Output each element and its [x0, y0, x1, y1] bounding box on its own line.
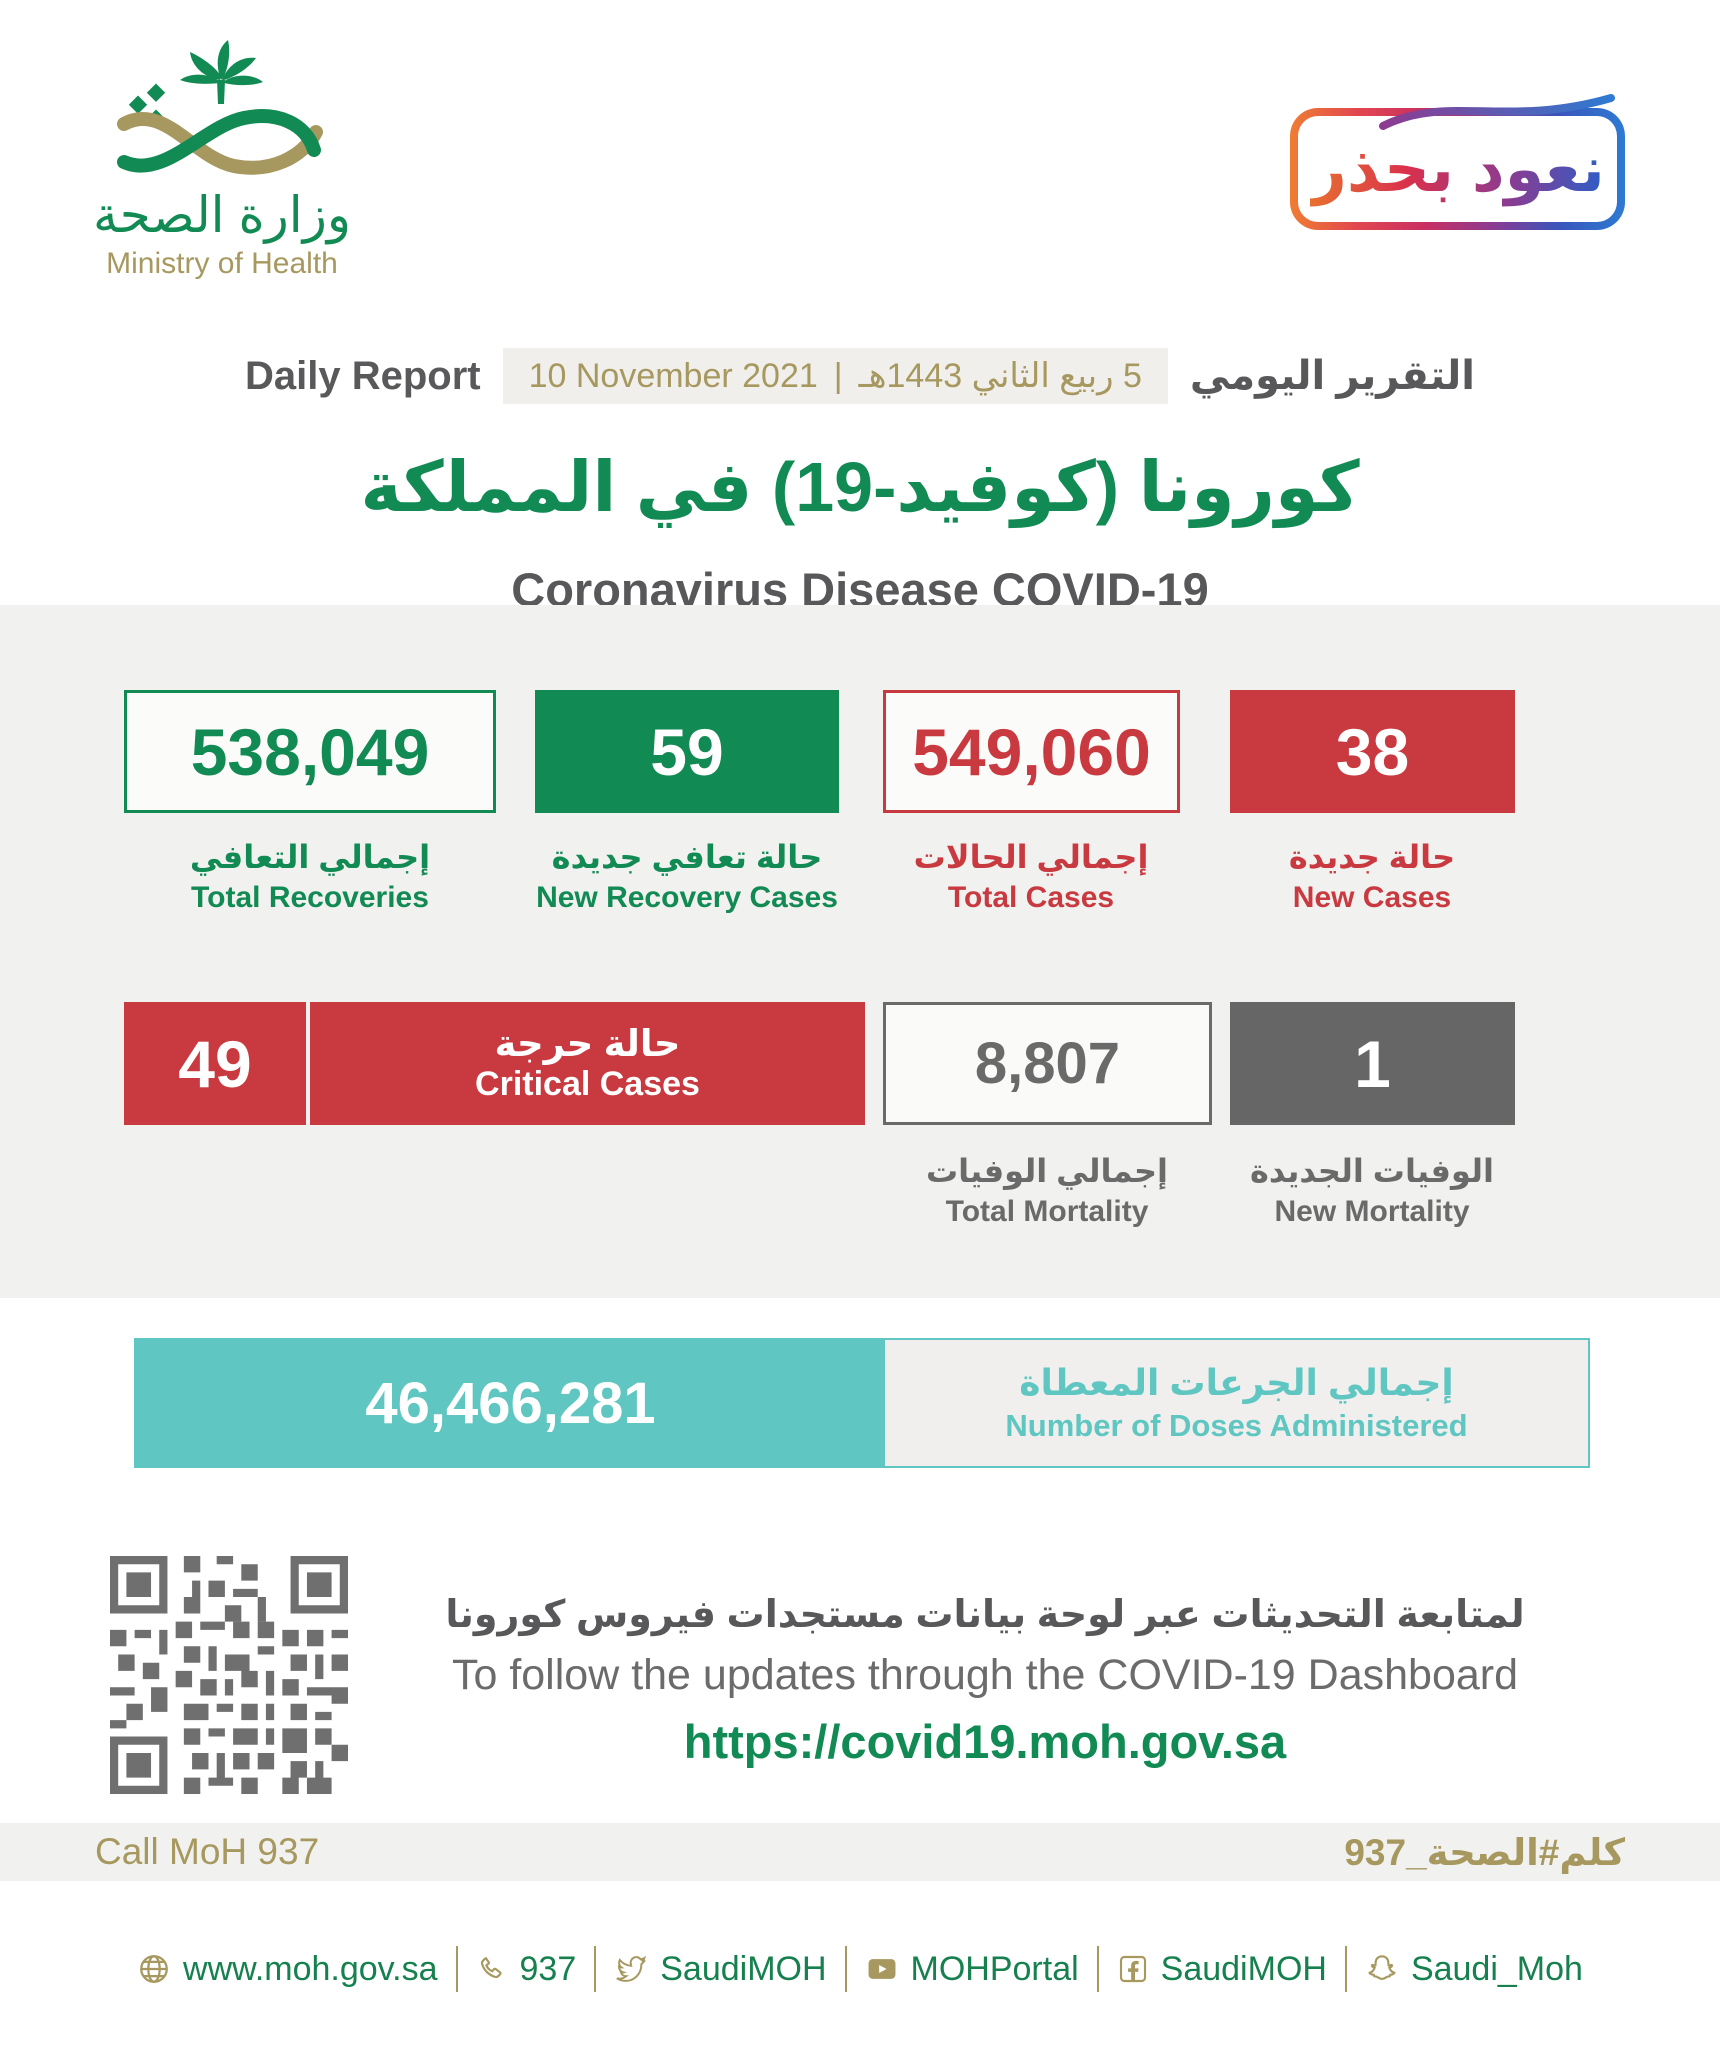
- total-cases-label: إجمالي الحالات Total Cases: [811, 838, 1251, 915]
- new-mortality-card: 1: [1230, 1002, 1515, 1125]
- dashboard-note-arabic: لمتابعة التحديثات عبر لوحة بيانات مستجدا…: [445, 1594, 1525, 1636]
- footer-item-facebook[interactable]: SaudiMOH: [1099, 1950, 1345, 1989]
- label-arabic: إجمالي الحالات: [913, 839, 1149, 875]
- report-header: Daily Report 10 November 2021 | 5 ربيع ا…: [0, 348, 1720, 404]
- total-recoveries-value: 538,049: [190, 714, 430, 789]
- label-arabic: حالة حرجة: [494, 1022, 681, 1064]
- footer-item-website[interactable]: www.moh.gov.sa: [119, 1950, 455, 1989]
- badge-text: نعود بحذر: [1310, 132, 1605, 205]
- moh-logo: وزارة الصحة Ministry of Health: [62, 36, 382, 281]
- footer-item-label: SaudiMOH: [1160, 1949, 1327, 1988]
- badge-gradient-border: نعود بحذر: [1290, 108, 1625, 230]
- label-english: Total Cases: [947, 881, 1115, 914]
- footer-item-phone[interactable]: 937: [458, 1950, 595, 1989]
- new-cases-card: 38: [1230, 690, 1515, 813]
- new-cases-value: 38: [1335, 714, 1410, 789]
- call-moh-band: Call MoH 937 كلم#الصحة_937: [0, 1823, 1720, 1881]
- footer-item-snapchat[interactable]: Saudi_Moh: [1347, 1950, 1601, 1989]
- total-recoveries-label: إجمالي التعافي Total Recoveries: [90, 838, 530, 915]
- report-date-box: 10 November 2021 | 5 ربيع الثاني 1443هـ: [502, 348, 1168, 404]
- total-cases-card: 549,060: [883, 690, 1180, 813]
- footer-divider: [1096, 1946, 1099, 1992]
- daily-report-english: Daily Report: [244, 353, 481, 398]
- twitter-icon: [616, 1955, 647, 1982]
- new-recoveries-label: حالة تعافي جديدة New Recovery Cases: [467, 838, 907, 915]
- date-separator: |: [833, 356, 843, 395]
- footer-item-twitter[interactable]: SaudiMOH: [596, 1950, 844, 1989]
- new-cases-label: حالة جديدة New Cases: [1152, 838, 1592, 915]
- label-english: New Recovery Cases: [536, 881, 838, 914]
- moh-name-english: Ministry of Health: [106, 247, 338, 280]
- phone-icon: [480, 1956, 502, 1979]
- label-english: Number of Doses Administered: [1005, 1408, 1468, 1444]
- label-arabic: حالة تعافي جديدة: [551, 839, 823, 875]
- daily-report-arabic: التقرير اليومي: [1189, 354, 1476, 398]
- label-arabic: إجمالي التعافي: [189, 839, 431, 875]
- footer-social-row: www.moh.gov.sa 937 SaudiMOH MOHPortal: [0, 1946, 1720, 1992]
- footer-divider: [1344, 1946, 1347, 1992]
- critical-cases-value: 49: [124, 1002, 310, 1125]
- total-recoveries-card: 538,049: [124, 690, 496, 813]
- label-english: Total Recoveries: [191, 881, 429, 914]
- footer-item-label: www.moh.gov.sa: [183, 1949, 438, 1988]
- footer-item-label: Saudi_Moh: [1410, 1949, 1583, 1988]
- label-english: Critical Cases: [475, 1065, 700, 1104]
- dashboard-qr-code: [110, 1556, 348, 1794]
- youtube-icon: [868, 1959, 895, 1979]
- badge-swoosh-icon: [1379, 94, 1615, 130]
- footer-item-label: 937: [519, 1949, 577, 1988]
- critical-cases-label: حالة حرجة Critical Cases: [310, 1002, 865, 1125]
- label-english: New Cases: [1292, 881, 1452, 914]
- call-moh-english: Call MoH 937: [95, 1831, 320, 1872]
- new-recoveries-card: 59: [535, 690, 839, 813]
- footer-item-label: SaudiMOH: [660, 1949, 827, 1988]
- moh-logo-icon: [117, 40, 323, 175]
- label-arabic: الوفيات الجديدة: [1249, 1153, 1495, 1189]
- facebook-icon: [1119, 1955, 1146, 1983]
- footer-divider: [844, 1946, 847, 1992]
- date-gregorian: 10 November 2021: [528, 356, 818, 395]
- footer-divider: [455, 1946, 458, 1992]
- dashboard-note: لمتابعة التحديثات عبر لوحة بيانات مستجدا…: [370, 1592, 1600, 1769]
- doses-administered-bar: 46,466,281 إجمالي الجرعات المعطاة Number…: [134, 1338, 1590, 1468]
- doses-label: إجمالي الجرعات المعطاة Number of Doses A…: [885, 1340, 1588, 1466]
- moh-name-arabic: وزارة الصحة: [93, 187, 351, 243]
- label-english: New Mortality: [1274, 1195, 1470, 1228]
- globe-icon: [140, 1955, 168, 1983]
- total-mortality-value: 8,807: [974, 1031, 1121, 1096]
- footer-item-youtube[interactable]: MOHPortal: [847, 1950, 1097, 1989]
- critical-cases-card: 49 حالة حرجة Critical Cases: [124, 1002, 865, 1125]
- total-mortality-label: إجمالي الوفيات Total Mortality: [827, 1152, 1267, 1229]
- label-arabic: حالة جديدة: [1288, 839, 1456, 875]
- label-arabic: إجمالي الوفيات: [925, 1153, 1168, 1189]
- dashboard-url-link[interactable]: https://covid19.moh.gov.sa: [683, 1715, 1287, 1768]
- label-arabic: إجمالي الجرعات المعطاة: [1019, 1361, 1454, 1403]
- footer-item-label: MOHPortal: [910, 1949, 1079, 1988]
- page-title-arabic: كورونا (كوفيد-19) في المملكة: [360, 448, 1360, 526]
- dashboard-note-english: To follow the updates through the COVID-…: [451, 1651, 1519, 1699]
- total-mortality-card: 8,807: [883, 1002, 1212, 1125]
- return-with-caution-badge: نعود بحذر: [1290, 94, 1625, 230]
- label-english: Total Mortality: [945, 1195, 1149, 1228]
- footer-divider: [594, 1946, 597, 1992]
- call-moh-hashtag-arabic: كلم#الصحة_937: [1344, 1831, 1625, 1873]
- snapchat-icon: [1368, 1955, 1396, 1980]
- doses-value: 46,466,281: [136, 1340, 885, 1466]
- new-recoveries-value: 59: [650, 714, 724, 789]
- date-hijri: 5 ربيع الثاني 1443هـ: [858, 357, 1142, 395]
- new-mortality-label: الوفيات الجديدة New Mortality: [1152, 1152, 1592, 1229]
- new-mortality-value: 1: [1354, 1026, 1391, 1101]
- total-cases-value: 549,060: [912, 714, 1151, 789]
